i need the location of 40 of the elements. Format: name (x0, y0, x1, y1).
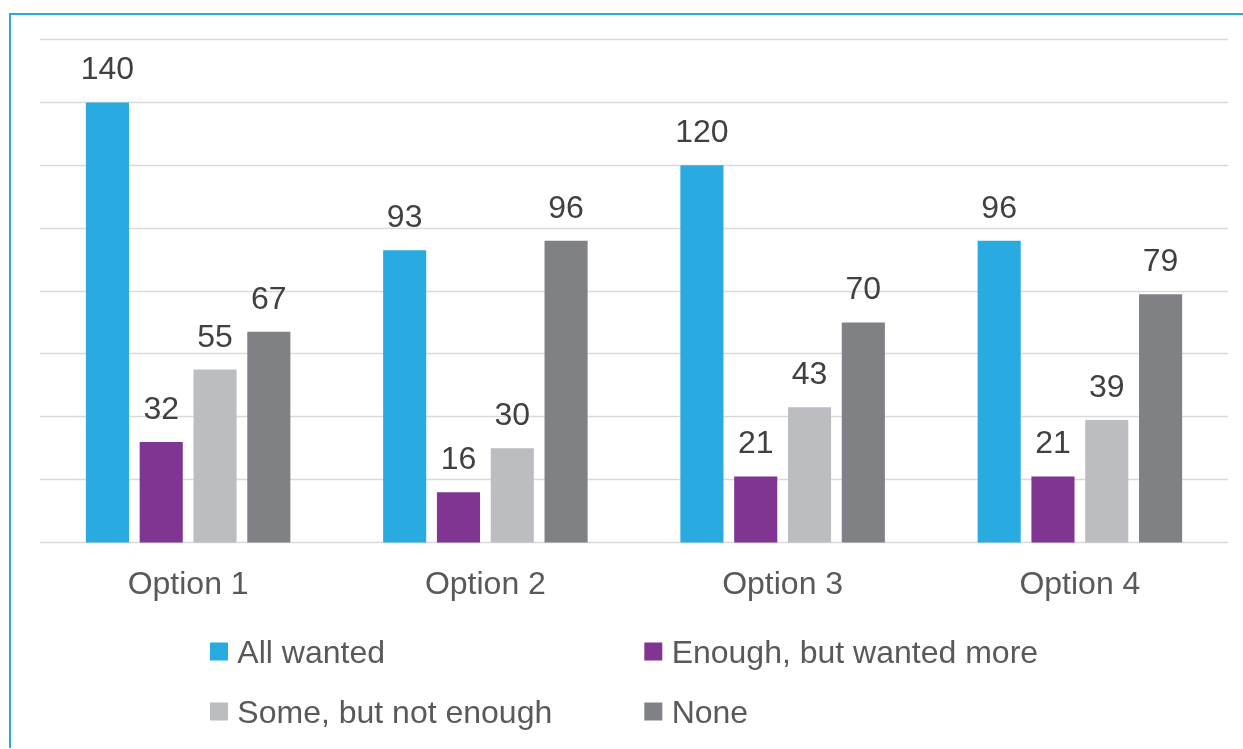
legend-label: None (671, 693, 749, 730)
legend-label: Enough, but wanted more (671, 633, 1039, 670)
data-label: 140 (80, 50, 135, 87)
x-tick-label: Option 2 (424, 564, 546, 601)
bar (734, 476, 778, 543)
bar (490, 448, 534, 543)
legend-label: Some, but not enough (237, 693, 553, 730)
data-label: 55 (197, 317, 233, 354)
data-label: 96 (981, 188, 1017, 225)
bar (841, 322, 885, 543)
bar (977, 240, 1021, 543)
data-label: 16 (440, 440, 477, 477)
bar (193, 369, 237, 543)
bar (787, 407, 832, 543)
bar (544, 240, 588, 543)
x-tick-label: Option 1 (127, 564, 249, 601)
data-label: 21 (1035, 424, 1071, 461)
data-label: 39 (1088, 367, 1125, 404)
bar (1085, 419, 1129, 543)
data-label: 120 (675, 113, 729, 150)
data-label: 30 (494, 396, 531, 433)
bar (436, 492, 481, 543)
bar (85, 102, 129, 543)
data-label: 79 (1142, 242, 1179, 279)
x-tick-label: Option 3 (722, 564, 844, 601)
data-label: 70 (845, 270, 882, 307)
data-label: 93 (386, 198, 423, 235)
legend-label: All wanted (237, 633, 385, 670)
data-label: 32 (143, 389, 180, 426)
data-label: 96 (548, 188, 584, 225)
bar (139, 441, 183, 543)
data-label: 21 (737, 424, 774, 461)
bar (247, 331, 291, 543)
x-tick-label: Option 4 (1019, 564, 1141, 601)
bar (1031, 476, 1075, 543)
data-label: 43 (791, 355, 828, 392)
bar (1139, 294, 1183, 543)
data-label: 67 (251, 279, 287, 316)
bar (383, 250, 427, 543)
bar (680, 165, 724, 543)
